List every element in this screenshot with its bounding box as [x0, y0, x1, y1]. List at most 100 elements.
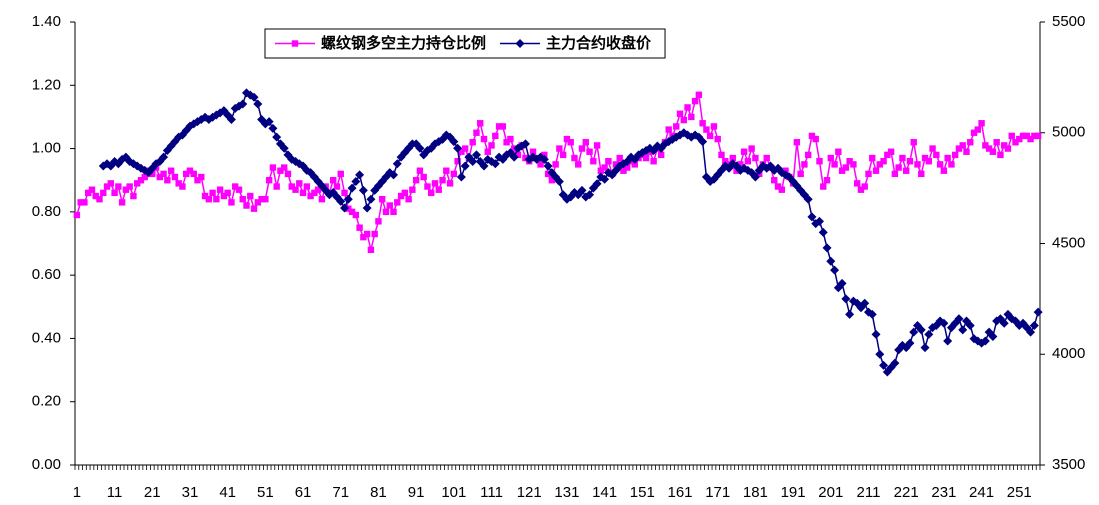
marker — [81, 199, 88, 206]
marker — [456, 172, 466, 182]
marker — [277, 167, 284, 174]
x-tick-label: 1 — [73, 484, 81, 501]
marker — [499, 123, 507, 130]
marker — [544, 170, 552, 178]
y-tick-label: 0.00 — [32, 456, 61, 473]
marker — [397, 192, 405, 200]
marker — [970, 129, 978, 136]
marker — [593, 142, 601, 149]
marker — [479, 161, 489, 171]
marker — [714, 135, 721, 143]
marker — [336, 196, 346, 206]
marker — [939, 318, 949, 328]
marker — [73, 211, 81, 219]
marker — [586, 148, 593, 155]
marker — [974, 126, 982, 133]
marker — [774, 183, 782, 190]
marker — [314, 186, 322, 193]
marker — [435, 186, 442, 193]
x-tick-label: 201 — [818, 484, 843, 501]
marker — [352, 211, 360, 219]
marker — [963, 148, 970, 155]
marker — [1027, 135, 1034, 143]
marker — [1034, 132, 1042, 140]
marker — [333, 183, 341, 190]
marker — [318, 196, 326, 203]
marker — [171, 173, 179, 181]
marker — [520, 139, 530, 149]
x-tick-label: 101 — [441, 484, 466, 501]
marker — [835, 148, 842, 155]
marker — [871, 329, 881, 339]
series-1 — [98, 88, 1043, 377]
marker — [409, 186, 416, 193]
legend-label: 主力合约收盘价 — [546, 34, 652, 52]
marker — [902, 167, 910, 174]
marker — [750, 172, 760, 182]
marker — [356, 224, 363, 231]
x-tick-label: 171 — [705, 484, 730, 501]
marker — [392, 159, 402, 169]
marker — [869, 154, 876, 162]
marker — [258, 196, 265, 203]
y-tick-label: 0.80 — [32, 203, 61, 220]
marker — [803, 194, 813, 204]
marker — [96, 196, 103, 203]
marker — [554, 176, 564, 186]
marker — [910, 139, 917, 146]
marker — [439, 177, 446, 184]
marker — [201, 192, 209, 200]
x-tick-label: 231 — [931, 484, 956, 501]
marker — [860, 298, 870, 308]
marker — [597, 167, 605, 174]
marker — [490, 159, 500, 169]
marker — [183, 170, 190, 178]
marker — [951, 151, 959, 159]
marker — [680, 116, 687, 124]
marker — [940, 167, 948, 174]
y2-tick-label: 4000 — [1052, 345, 1085, 362]
marker — [1016, 135, 1023, 143]
marker — [284, 170, 292, 178]
marker — [137, 177, 145, 184]
marker — [1004, 145, 1012, 152]
marker — [600, 174, 610, 184]
marker — [477, 120, 484, 127]
marker — [115, 183, 122, 190]
marker — [443, 167, 450, 174]
marker — [954, 314, 964, 324]
marker — [133, 180, 141, 187]
marker — [507, 135, 514, 143]
x-tick-label: 241 — [969, 484, 994, 501]
marker — [1019, 132, 1027, 140]
marker — [279, 143, 289, 153]
marker — [850, 161, 857, 168]
marker — [190, 170, 197, 178]
marker — [706, 132, 714, 140]
marker — [921, 154, 929, 162]
marker — [367, 246, 375, 254]
marker — [748, 145, 755, 152]
marker — [801, 161, 808, 168]
marker — [235, 186, 243, 193]
marker — [205, 196, 213, 203]
marker — [1029, 320, 1039, 330]
marker — [194, 177, 201, 184]
marker — [118, 199, 126, 206]
marker — [822, 243, 832, 253]
marker — [571, 154, 578, 162]
marker — [590, 158, 597, 165]
marker — [887, 148, 895, 155]
marker — [631, 161, 638, 168]
x-tick-label: 221 — [894, 484, 919, 501]
marker — [341, 189, 348, 197]
y-tick-label: 1.40 — [32, 13, 61, 30]
marker — [592, 179, 602, 189]
x-tick-label: 41 — [219, 484, 236, 501]
marker — [752, 154, 759, 162]
legend-marker — [291, 40, 299, 47]
marker — [77, 199, 84, 206]
marker — [337, 170, 344, 178]
marker — [556, 145, 563, 152]
marker — [552, 161, 559, 168]
